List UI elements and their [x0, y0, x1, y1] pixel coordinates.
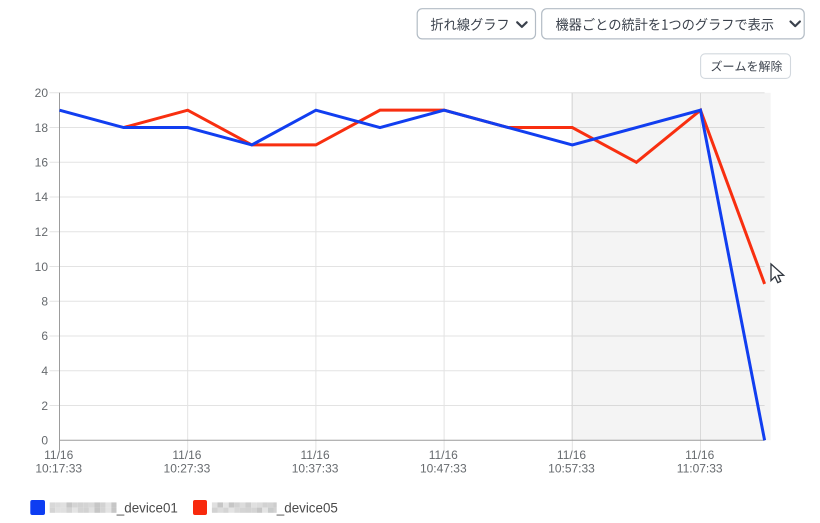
svg-text:11/16: 11/16: [685, 448, 714, 462]
svg-text:10:17:33: 10:17:33: [35, 462, 82, 476]
svg-text:8: 8: [41, 295, 48, 309]
svg-text:11/16: 11/16: [557, 448, 586, 462]
svg-text:10:37:33: 10:37:33: [292, 462, 339, 476]
svg-text:10: 10: [35, 260, 49, 274]
svg-text:6: 6: [41, 329, 48, 343]
svg-text:10:47:33: 10:47:33: [420, 462, 467, 476]
svg-text:10:27:33: 10:27:33: [164, 462, 211, 476]
svg-text:4: 4: [41, 364, 48, 378]
svg-text:11:07:33: 11:07:33: [677, 462, 723, 476]
svg-text:2: 2: [41, 399, 48, 413]
svg-text:10:57:33: 10:57:33: [548, 462, 595, 476]
svg-text:_device05: _device05: [276, 501, 338, 516]
svg-text:16: 16: [35, 156, 49, 170]
svg-text:14: 14: [35, 190, 49, 204]
svg-text:0: 0: [41, 434, 48, 448]
svg-text:11/16: 11/16: [44, 448, 73, 462]
svg-text:18: 18: [35, 121, 49, 135]
svg-text:11/16: 11/16: [429, 448, 458, 462]
svg-text:11/16: 11/16: [172, 448, 201, 462]
svg-text:20: 20: [35, 86, 49, 100]
svg-text:_device01: _device01: [116, 501, 178, 516]
svg-text:11/16: 11/16: [301, 448, 330, 462]
svg-text:12: 12: [35, 225, 49, 239]
